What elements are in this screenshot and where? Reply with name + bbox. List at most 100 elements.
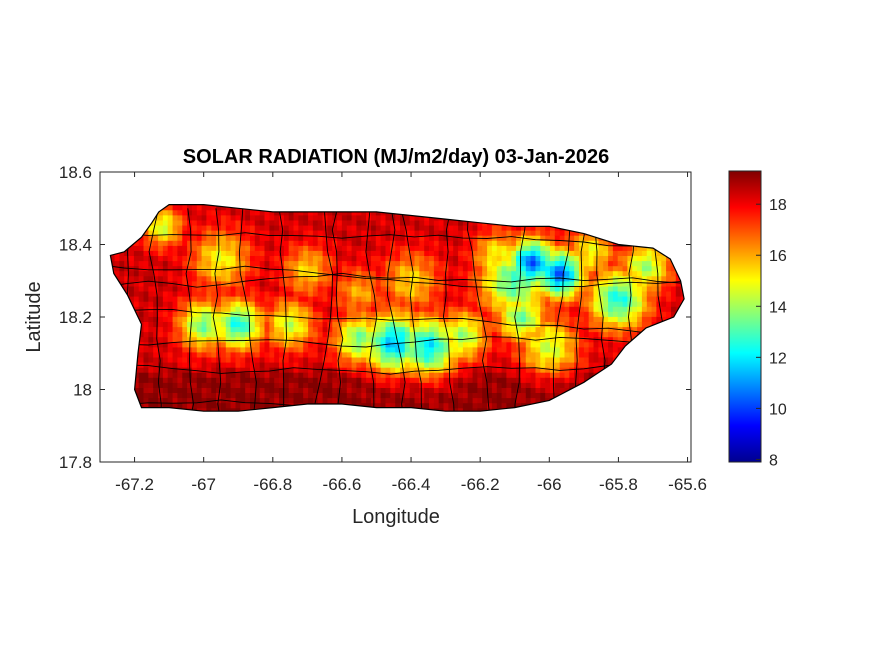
field-cell [221,372,227,378]
field-cell [535,372,541,378]
field-cell [400,301,406,307]
field-cell [230,214,236,221]
field-cell [482,356,488,363]
field-cell [153,311,159,317]
field-cell [356,245,362,251]
field-cell [453,275,459,282]
field-cell [361,255,367,262]
field-cell [317,296,324,302]
field-cell [462,351,469,358]
field-cell [337,341,343,348]
field-cell [346,326,353,333]
field-cell [550,245,556,251]
field-cell [158,285,164,292]
field-cell [230,235,236,241]
field-cell [496,260,503,267]
field-cell [191,321,198,328]
field-cell [491,402,498,409]
field-cell [143,265,149,272]
field-cell [530,382,536,388]
field-cell [559,341,566,348]
field-cell [429,301,435,307]
field-cell [380,382,386,388]
field-cell [371,336,377,343]
field-cell [172,235,178,241]
field-cell [346,346,353,353]
field-cell [487,356,493,363]
field-cell [172,219,178,226]
field-cell [351,255,357,262]
field-cell [201,219,207,226]
field-cell [274,351,280,358]
field-cell [496,224,503,231]
field-cell [148,346,154,353]
field-cell [298,346,304,353]
field-cell [385,321,391,328]
field-cell [317,209,324,216]
field-cell [521,341,527,348]
field-cell [279,230,285,236]
field-cell [506,356,512,363]
field-cell [230,255,236,262]
field-cell [225,230,232,236]
field-cell [477,230,483,236]
field-cell [501,341,507,348]
field-cell [143,387,149,393]
field-cell [501,230,507,236]
field-cell [516,331,522,338]
field-cell [254,321,261,328]
field-cell [351,290,357,297]
field-cell [419,402,425,409]
field-cell [293,362,299,368]
field-cell [191,341,198,348]
field-cell [182,230,188,236]
field-cell [443,250,449,256]
field-cell [579,377,585,383]
field-cell [554,290,561,297]
field-cell [598,255,604,262]
field-cell [245,240,251,246]
field-cell [235,402,241,409]
field-cell [250,321,256,328]
field-cell [429,250,435,256]
field-cell [322,372,328,378]
field-cell [506,306,512,312]
field-cell [240,407,246,412]
field-cell [332,280,338,287]
field-cell [366,321,372,328]
field-cell [545,255,551,262]
field-cell [583,311,590,317]
field-cell [172,341,178,348]
field-cell [400,265,406,272]
field-cell [511,387,517,393]
field-cell [332,387,338,393]
field-cell [259,362,266,368]
field-cell [467,250,474,256]
field-cell [506,362,512,368]
field-cell [182,255,188,262]
field-cell [385,382,391,388]
field-cell [540,362,546,368]
field-cell [235,336,241,343]
field-cell [327,290,333,297]
field-cell [506,275,512,282]
field-cell [433,407,440,412]
field-cell [550,301,556,307]
field-cell [525,377,532,383]
field-cell [400,321,406,328]
field-cell [404,382,411,388]
field-cell [196,296,203,302]
field-cell [303,209,309,216]
field-cell [293,316,299,322]
field-cell [158,260,164,267]
field-cell [453,397,459,404]
field-cell [424,372,430,378]
field-cell [477,397,483,404]
field-cell [240,387,246,393]
field-cell [525,321,532,328]
field-cell [554,250,561,256]
field-cell [390,387,396,393]
field-cell [279,224,285,231]
field-cell [288,336,295,343]
field-cell [453,321,459,328]
